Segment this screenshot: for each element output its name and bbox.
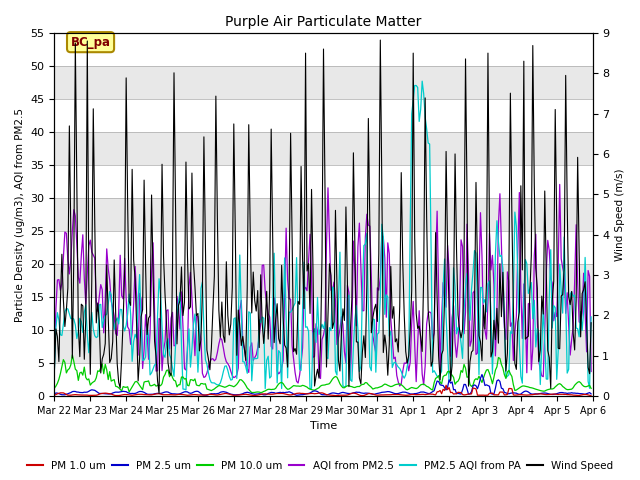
Bar xyxy=(54,231,593,264)
Bar xyxy=(54,330,593,363)
X-axis label: Time: Time xyxy=(310,421,337,432)
Bar xyxy=(54,33,593,66)
Bar xyxy=(54,363,593,396)
Y-axis label: Wind Speed (m/s): Wind Speed (m/s) xyxy=(615,168,625,261)
Bar xyxy=(54,132,593,165)
Y-axis label: Particle Density (ug/m3), AQI from PM2.5: Particle Density (ug/m3), AQI from PM2.5 xyxy=(15,108,25,322)
Bar xyxy=(54,99,593,132)
Bar xyxy=(54,66,593,99)
Bar xyxy=(54,297,593,330)
Title: Purple Air Particulate Matter: Purple Air Particulate Matter xyxy=(225,15,422,29)
Bar xyxy=(54,198,593,231)
Bar xyxy=(54,264,593,297)
Text: BC_pa: BC_pa xyxy=(70,36,111,48)
Bar xyxy=(54,165,593,198)
Legend: PM 1.0 um, PM 2.5 um, PM 10.0 um, AQI from PM2.5, PM2.5 AQI from PA, Wind Speed: PM 1.0 um, PM 2.5 um, PM 10.0 um, AQI fr… xyxy=(23,456,617,475)
